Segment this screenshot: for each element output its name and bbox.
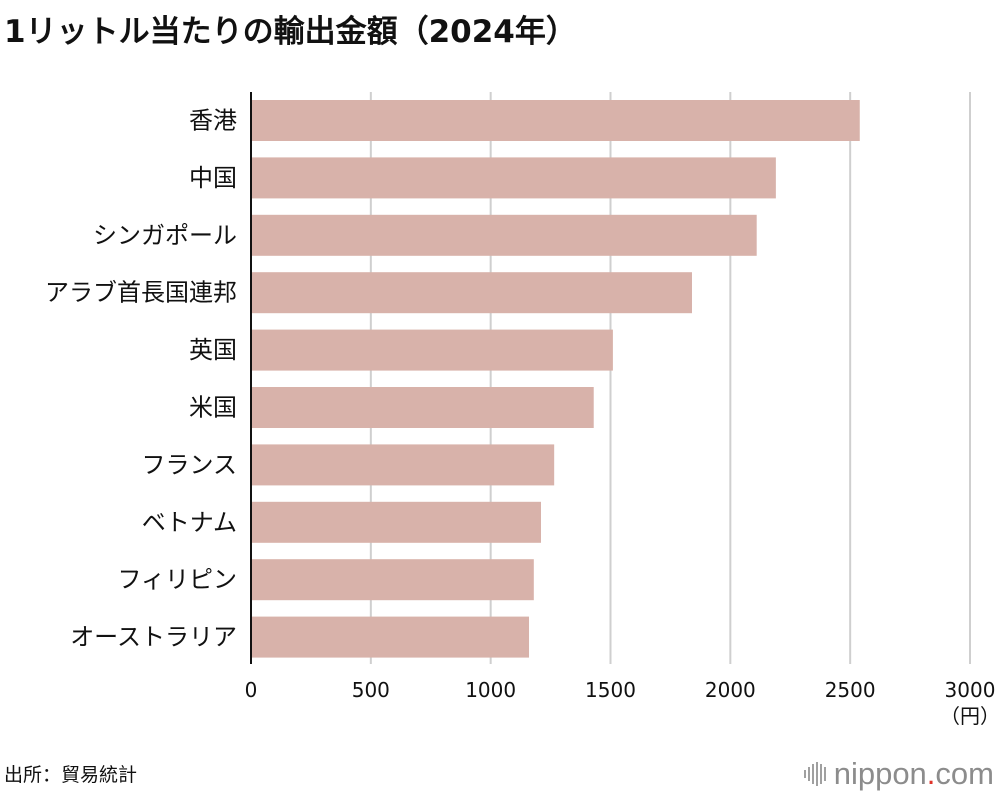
bar xyxy=(251,214,757,256)
bar xyxy=(251,329,613,371)
bar xyxy=(251,157,776,199)
logo-tld: com xyxy=(935,756,994,791)
category-label: フィリピン xyxy=(117,566,237,594)
category-label: アラブ首長国連邦 xyxy=(45,279,237,307)
tick-label: 1500 xyxy=(585,678,636,702)
tick-label: 3000 xyxy=(945,678,996,702)
source-note: 出所：貿易統計 xyxy=(4,764,138,786)
category-label: シンガポール xyxy=(93,221,237,249)
bar xyxy=(251,100,860,141)
logo-name: nippon xyxy=(833,756,927,791)
nippon-logo: nippon.com xyxy=(803,756,994,792)
category-label: 英国 xyxy=(189,336,237,364)
category-label: フランス xyxy=(141,451,237,479)
logo-dot: . xyxy=(926,756,936,791)
bar xyxy=(251,501,541,543)
bar xyxy=(251,272,692,314)
tick-label: 500 xyxy=(352,678,390,702)
logo-mark-icon xyxy=(803,762,826,786)
tick-label: 0 xyxy=(245,678,258,702)
axis-unit-label: （円） xyxy=(940,704,1000,728)
category-label: 中国 xyxy=(189,164,237,192)
bar xyxy=(251,616,530,658)
logo-text: nippon.com xyxy=(834,756,994,792)
tick-label: 2000 xyxy=(705,678,756,702)
bar xyxy=(251,559,534,601)
chart-title: 1リットル当たりの輸出金額（2024年） xyxy=(4,14,577,50)
category-label: 米国 xyxy=(189,394,237,422)
bar xyxy=(251,444,555,486)
category-label: オーストラリア xyxy=(70,623,237,651)
category-label: 香港 xyxy=(189,107,237,135)
category-label: ベトナム xyxy=(142,508,237,536)
tick-label: 2500 xyxy=(825,678,876,702)
bar xyxy=(251,387,594,428)
tick-label: 1000 xyxy=(465,678,516,702)
